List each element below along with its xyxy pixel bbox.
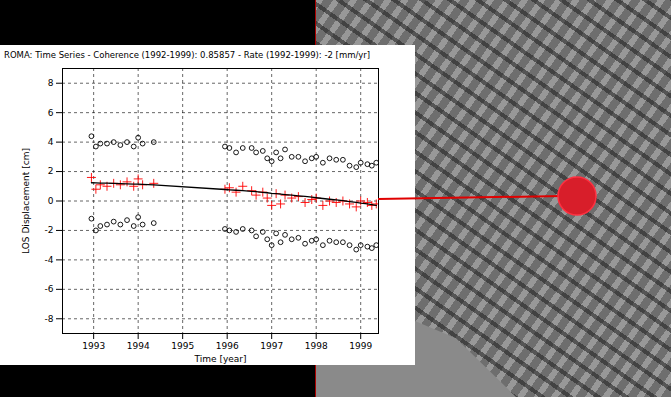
svg-text:8: 8 [48, 78, 54, 88]
svg-text:1994: 1994 [127, 341, 150, 351]
svg-text:LOS Displacement [cm]: LOS Displacement [cm] [21, 148, 31, 254]
svg-text:2: 2 [48, 166, 54, 176]
svg-text:1999: 1999 [349, 341, 372, 351]
svg-text:1995: 1995 [171, 341, 194, 351]
svg-text:-8: -8 [45, 314, 54, 324]
html-text:ROMA: Time Series - Coherence: ROMA: Time Series - Coherence (1992-1999… [4, 50, 371, 60]
svg-text:Time [year]: Time [year] [194, 354, 247, 364]
svg-text:0: 0 [48, 196, 54, 206]
svg-text:6: 6 [48, 108, 54, 118]
svg-text:-4: -4 [45, 255, 54, 265]
svg-text:1998: 1998 [305, 341, 328, 351]
svg-text:-6: -6 [45, 284, 54, 294]
svg-text:1997: 1997 [260, 341, 283, 351]
svg-text:1996: 1996 [216, 341, 239, 351]
svg-text:1993: 1993 [82, 341, 105, 351]
svg-text:4: 4 [48, 137, 54, 147]
svg-text:-2: -2 [45, 225, 54, 235]
